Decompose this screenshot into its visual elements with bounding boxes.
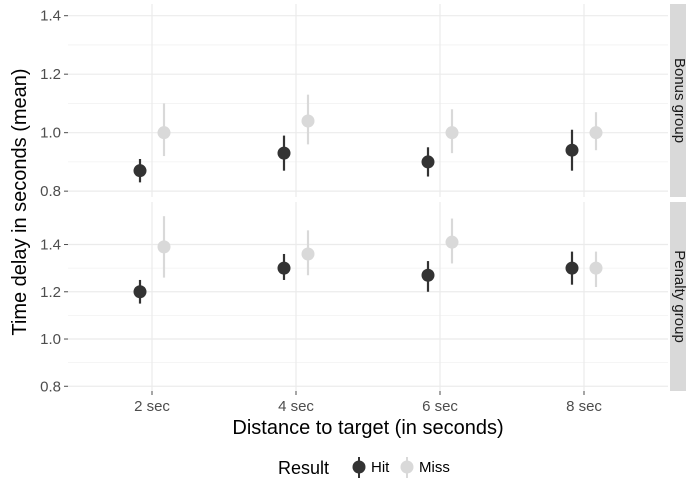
y-tick-label: 1.2 [40, 284, 61, 301]
legend-miss-point [400, 460, 414, 474]
data-point-miss [445, 126, 459, 140]
x-tick-label: 2 sec [134, 398, 170, 415]
panel-1: 0.8 1.0 1.2 1.4 Bonus group [40, 4, 686, 200]
legend-key-hit [352, 457, 366, 478]
data-point-hit [565, 261, 579, 275]
data-point-miss [445, 235, 459, 249]
data-point-miss [589, 261, 603, 275]
legend-label-miss: Miss [419, 459, 450, 476]
x-tick-label: 6 sec [422, 398, 458, 415]
legend-label-hit: Hit [371, 459, 390, 476]
data-point-hit [421, 155, 435, 169]
data-point-hit [565, 143, 579, 157]
y-tick-label: 0.8 [40, 378, 61, 395]
x-tick-label: 8 sec [566, 398, 602, 415]
x-axis-title: Distance to target (in seconds) [232, 417, 503, 439]
panel-2: 0.8 1.0 1.2 1.4 Penalty group [40, 202, 686, 395]
facet-strip [670, 202, 686, 391]
y-axis-title: Time delay in seconds (mean) [9, 68, 31, 335]
legend-title: Result [278, 458, 329, 478]
y-tick-label: 1.4 [40, 8, 61, 25]
data-point-hit [133, 164, 147, 178]
y-tick-label: 1.0 [40, 125, 61, 142]
facet-label: Penalty group [671, 250, 686, 343]
data-point-miss [301, 114, 315, 128]
facet-label: Bonus group [671, 58, 686, 143]
data-point-hit [277, 146, 291, 160]
data-point-hit [133, 285, 147, 299]
y-tick-label: 1.4 [40, 237, 61, 254]
y-tick-label: 1.0 [40, 331, 61, 348]
data-point-miss [301, 247, 315, 261]
facet-strip [670, 4, 686, 197]
data-point-miss [589, 126, 603, 140]
data-point-hit [277, 261, 291, 275]
y-tick-label: 1.2 [40, 66, 61, 83]
legend: Result Hit Miss [278, 457, 450, 478]
legend-hit-point [352, 460, 366, 474]
data-point-hit [421, 268, 435, 282]
data-point-miss [157, 240, 171, 254]
data-point-miss [157, 126, 171, 140]
plot-layer: 0.8 1.0 1.2 1.4 Bonus group 0.8 1.0 1.2 1.4 Penal… [40, 4, 686, 415]
y-tick-label: 0.8 [40, 183, 61, 200]
legend-key-miss [400, 457, 414, 478]
x-tick-label: 4 sec [278, 398, 314, 415]
